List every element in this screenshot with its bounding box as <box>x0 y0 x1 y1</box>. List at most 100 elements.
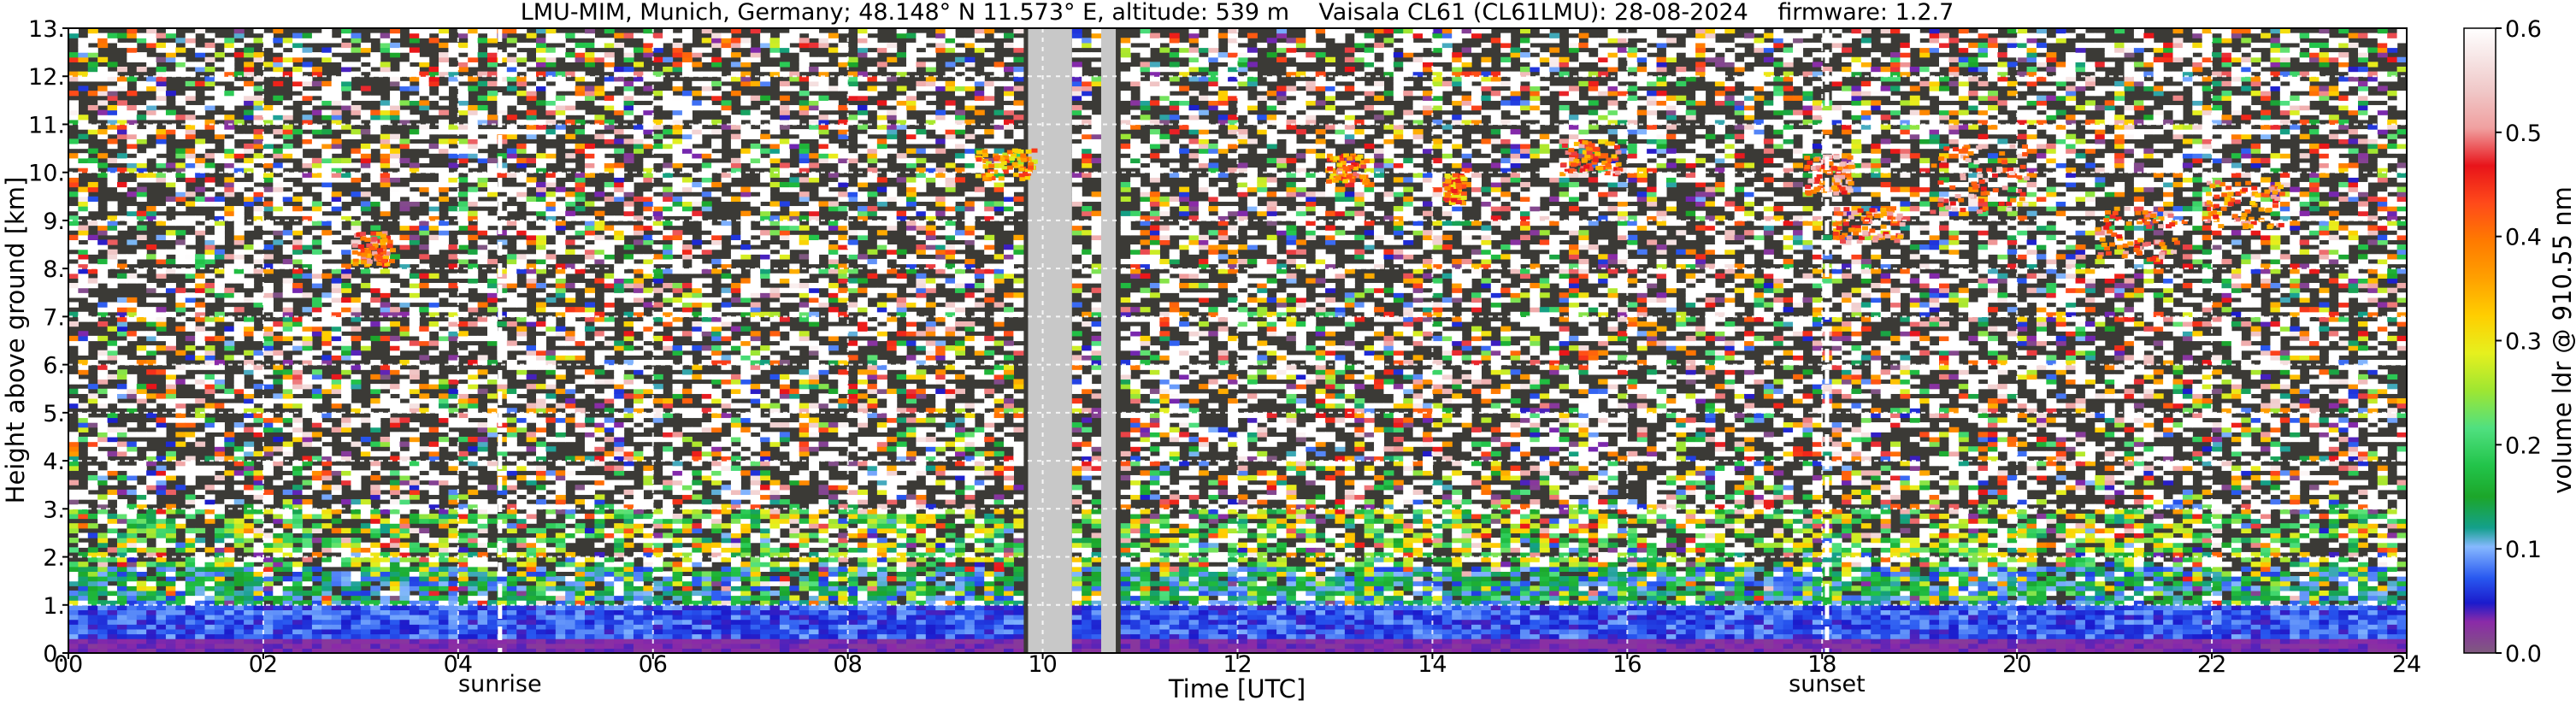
heatmap-cell <box>136 518 147 524</box>
heatmap-cell <box>175 628 186 635</box>
heatmap-cell <box>497 129 508 135</box>
heatmap-cell <box>273 532 284 538</box>
heatmap-cell <box>487 547 498 553</box>
heatmap-cell <box>195 340 206 346</box>
heatmap-cell <box>409 432 420 438</box>
heatmap-cell <box>360 503 371 509</box>
heatmap-cell <box>468 638 479 644</box>
heatmap-cell <box>390 148 401 154</box>
heatmap-cell <box>127 527 138 534</box>
heatmap-cell <box>175 326 186 332</box>
heatmap-cell <box>107 450 118 457</box>
heatmap-cell <box>584 225 595 231</box>
heatmap-cell <box>175 38 186 44</box>
heatmap-cell <box>526 239 537 245</box>
heatmap-cell <box>584 340 595 346</box>
heatmap-cell <box>116 474 127 481</box>
heatmap-cell <box>321 109 333 115</box>
heatmap-cell <box>506 62 517 68</box>
heatmap-cell <box>614 450 625 457</box>
heatmap-cell <box>262 590 274 597</box>
heatmap-cell <box>497 172 508 178</box>
heatmap-cell <box>253 115 264 121</box>
plot-area <box>68 27 2408 654</box>
heatmap-cell <box>477 28 488 34</box>
heatmap-cell <box>195 316 206 322</box>
heatmap-cell <box>409 162 420 168</box>
heatmap-cell <box>97 129 109 135</box>
heatmap-cell <box>663 638 674 644</box>
heatmap-cell <box>487 359 498 366</box>
heatmap-cell <box>370 95 381 101</box>
heatmap-cell <box>224 162 235 168</box>
heatmap-cell <box>477 355 488 361</box>
heatmap-cell <box>233 273 245 279</box>
heatmap-cell <box>565 384 576 390</box>
heatmap-cell <box>146 461 157 467</box>
heatmap-cell <box>253 624 264 630</box>
heatmap-cell <box>575 571 586 577</box>
heatmap-cell <box>68 562 79 568</box>
heatmap-cell <box>156 580 167 586</box>
heatmap-cell <box>594 624 605 630</box>
heatmap-cell <box>233 95 245 101</box>
heatmap-cell <box>614 412 625 419</box>
heatmap-cell <box>584 436 595 443</box>
heatmap-cell <box>428 38 439 44</box>
heatmap-cell <box>204 162 215 168</box>
heatmap-cell <box>165 268 176 274</box>
heatmap-cell <box>351 95 362 101</box>
heatmap-cell <box>526 254 537 260</box>
heatmap-cell <box>565 600 576 606</box>
heatmap-cell <box>497 393 508 399</box>
heatmap-cell <box>146 283 157 289</box>
heatmap-cell <box>526 619 537 625</box>
heatmap-cell <box>390 311 401 317</box>
heatmap-cell <box>633 129 644 135</box>
heatmap-cell <box>78 585 89 591</box>
heatmap-cell <box>643 345 654 351</box>
heatmap-cell <box>370 302 381 308</box>
heatmap-cell <box>652 604 663 610</box>
heatmap-cell <box>273 643 284 649</box>
heatmap-cell <box>341 307 352 313</box>
heatmap-cell <box>477 485 488 491</box>
heatmap-cell <box>506 230 517 236</box>
heatmap-cell <box>214 595 225 601</box>
heatmap-cell <box>175 186 186 192</box>
heatmap-cell <box>360 604 371 610</box>
heatmap-cell <box>477 109 488 115</box>
heatmap-cell <box>380 143 391 150</box>
heatmap-cell <box>262 283 274 289</box>
heatmap-cell <box>253 350 264 356</box>
heatmap-cell <box>390 186 401 192</box>
heatmap-cell <box>575 379 586 385</box>
heatmap-cell <box>204 283 215 289</box>
heatmap-cell <box>526 547 537 553</box>
heatmap-cell <box>311 283 322 289</box>
heatmap-cell <box>652 124 663 130</box>
heatmap-cell <box>127 609 138 615</box>
heatmap-cell <box>575 485 586 491</box>
heatmap-cell <box>448 191 459 197</box>
heatmap-cell <box>262 571 274 577</box>
heatmap-cell <box>506 172 517 178</box>
heatmap-cell <box>302 609 313 615</box>
heatmap-cell <box>663 551 674 558</box>
heatmap-cell <box>175 307 186 313</box>
heatmap-cell <box>116 374 127 380</box>
heatmap-cell <box>204 638 215 644</box>
heatmap-cell <box>545 148 557 154</box>
heatmap-cell <box>233 615 245 621</box>
heatmap-cell <box>614 523 625 529</box>
heatmap-cell <box>487 503 498 509</box>
heatmap-cell <box>526 71 537 77</box>
heatmap-cell <box>175 638 186 644</box>
heatmap-cell <box>390 566 401 573</box>
heatmap-cell <box>448 283 459 289</box>
heatmap-cell <box>195 335 206 342</box>
heatmap-cell <box>390 628 401 635</box>
heatmap-cell <box>195 489 206 496</box>
heatmap-cell <box>351 474 362 481</box>
heatmap-cell <box>87 244 98 250</box>
